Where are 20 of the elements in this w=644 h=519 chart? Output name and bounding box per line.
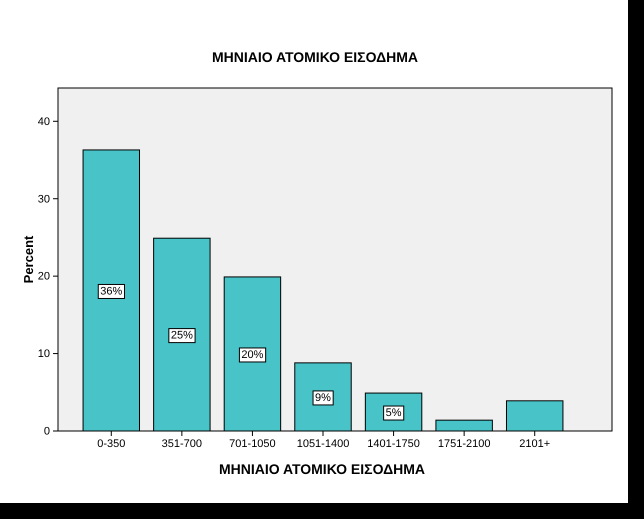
x-tick-label: 351-700	[162, 438, 202, 450]
x-tick-label: 1401-1750	[367, 438, 420, 450]
x-tick-label: 2101+	[519, 438, 550, 450]
data-label: 25%	[170, 330, 194, 342]
data-label: 9%	[315, 392, 332, 404]
y-tick-label: 10	[38, 348, 50, 360]
x-tick-label: 0-350	[97, 438, 126, 450]
y-tick-label: 40	[38, 116, 50, 128]
x-axis-title: ΜΗΝΙΑΙΟ ΑΤΟΜΙΚΟ ΕΙΣΟΔΗΜΑ	[218, 461, 426, 477]
chart-title: ΜΗΝΙΑΙΟ ΑΤΟΜΙΚΟ ΕΙΣΟΔΗΜΑ	[212, 49, 418, 65]
y-tick-label: 20	[38, 270, 50, 283]
data-label: 5%	[386, 407, 402, 420]
y-tick-label: 0	[44, 426, 50, 438]
x-tick-label: 1751-2100	[438, 438, 490, 450]
data-label: 20%	[241, 348, 264, 361]
y-tick-label: 30	[38, 193, 50, 206]
data-label: 36%	[100, 285, 123, 298]
x-tick-label: 1051-1400	[296, 438, 350, 450]
x-tick-label: 701-1050	[229, 438, 276, 450]
y-axis-title: Percent	[21, 234, 36, 284]
